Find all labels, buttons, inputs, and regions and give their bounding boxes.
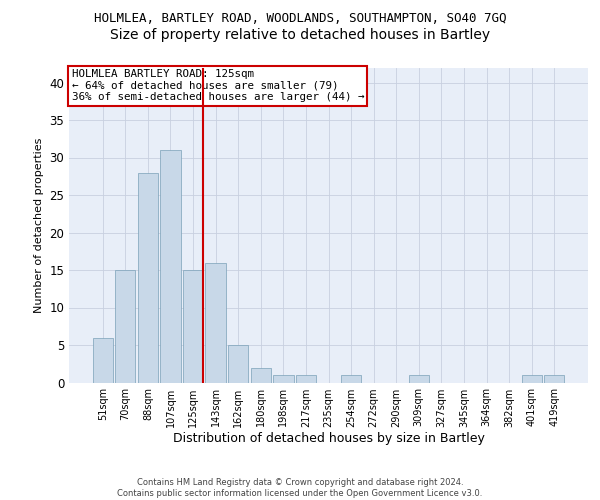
Text: Contains HM Land Registry data © Crown copyright and database right 2024.
Contai: Contains HM Land Registry data © Crown c…	[118, 478, 482, 498]
Text: Size of property relative to detached houses in Bartley: Size of property relative to detached ho…	[110, 28, 490, 42]
Text: HOLMLEA, BARTLEY ROAD, WOODLANDS, SOUTHAMPTON, SO40 7GQ: HOLMLEA, BARTLEY ROAD, WOODLANDS, SOUTHA…	[94, 12, 506, 26]
Y-axis label: Number of detached properties: Number of detached properties	[34, 138, 44, 312]
Bar	[228, 345, 248, 383]
Bar	[115, 270, 136, 382]
Bar	[296, 375, 316, 382]
Text: HOLMLEA BARTLEY ROAD: 125sqm
← 64% of detached houses are smaller (79)
36% of se: HOLMLEA BARTLEY ROAD: 125sqm ← 64% of de…	[71, 69, 364, 102]
Bar	[521, 375, 542, 382]
Bar	[341, 375, 361, 382]
Bar	[409, 375, 429, 382]
Bar	[205, 262, 226, 382]
Bar	[160, 150, 181, 382]
Bar	[92, 338, 113, 382]
Bar	[183, 270, 203, 382]
Bar	[544, 375, 565, 382]
Bar	[251, 368, 271, 382]
Bar	[273, 375, 293, 382]
X-axis label: Distribution of detached houses by size in Bartley: Distribution of detached houses by size …	[173, 432, 484, 446]
Bar	[138, 172, 158, 382]
